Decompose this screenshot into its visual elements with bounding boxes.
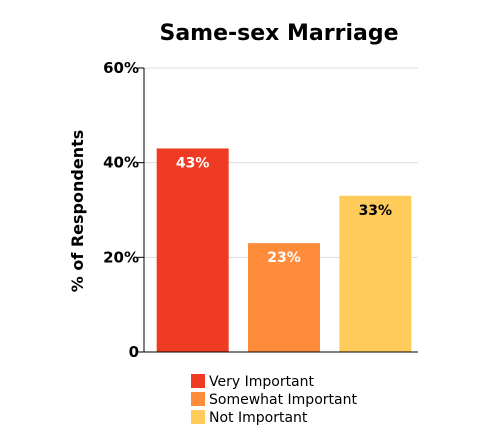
legend-label: Very Important: [209, 374, 315, 390]
y-ticks: 0 20% 40% 60%: [103, 59, 144, 361]
legend-label: Somewhat Important: [209, 392, 357, 408]
legend: Very Important Somewhat Important Not Impo…: [191, 374, 357, 426]
y-tick-label: 20%: [103, 248, 139, 266]
legend-swatch: [191, 392, 205, 406]
y-axis-label: % of Respondents: [68, 130, 87, 293]
y-tick-label: 60%: [103, 59, 139, 77]
bar: [339, 195, 412, 352]
legend-label: Not Important: [209, 410, 308, 426]
legend-swatch: [191, 374, 205, 388]
data-label: 23%: [267, 250, 301, 266]
bar: [156, 148, 229, 352]
data-labels: 43% 23% 33%: [176, 155, 392, 266]
axes: [143, 68, 418, 353]
chart-title: Same-sex Marriage: [159, 21, 398, 46]
y-tick-label: 0: [129, 343, 139, 361]
y-tick-label: 40%: [103, 154, 139, 172]
data-label: 43%: [176, 155, 210, 171]
data-label: 33%: [359, 203, 393, 219]
legend-swatch: [191, 410, 205, 424]
bars: [156, 148, 412, 352]
bar: [248, 243, 320, 352]
